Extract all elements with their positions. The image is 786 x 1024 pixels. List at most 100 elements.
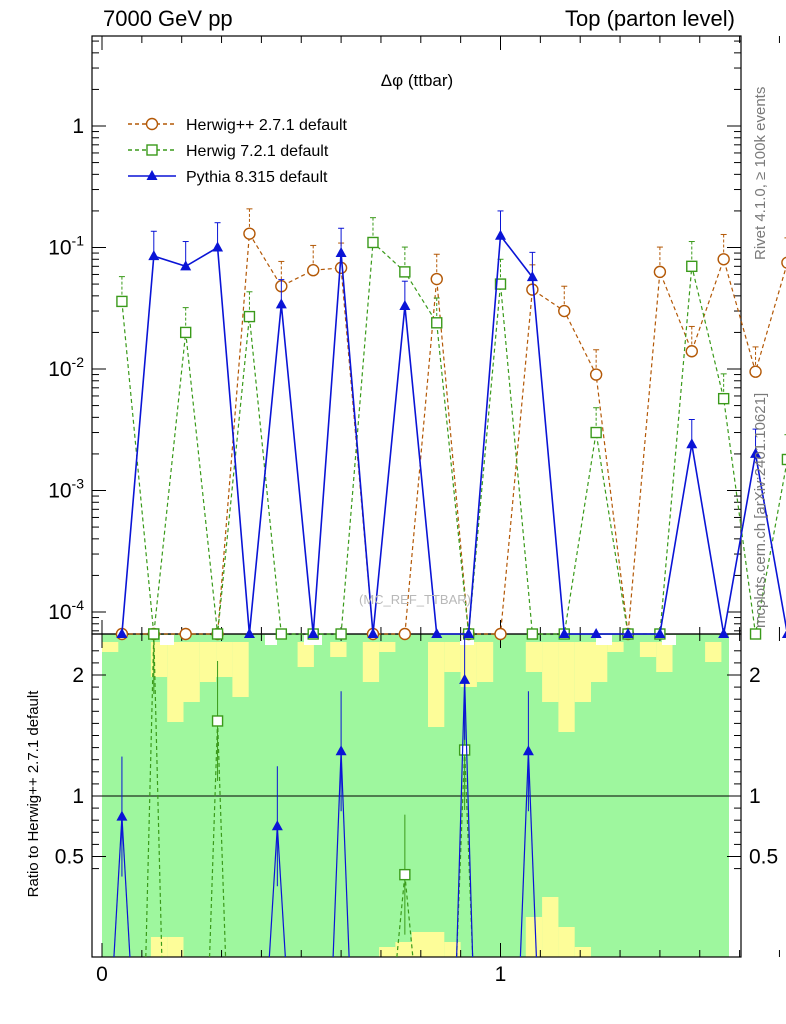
ratio-spike (276, 826, 286, 958)
ratio-point (459, 673, 471, 684)
legend-label: Herwig++ 2.7.1 default (186, 117, 348, 134)
data-point (526, 271, 538, 282)
data-point (717, 253, 730, 266)
ratio-band-gap (662, 635, 676, 645)
ratio-band-yellow (444, 642, 461, 672)
ratio-point (335, 745, 347, 756)
ratio-spike (527, 751, 537, 958)
data-point (750, 447, 762, 458)
ratio-spike (464, 679, 474, 958)
y-tick-label: 10-2 (48, 354, 84, 381)
watermark: (MC_REF_TTBAR) (359, 592, 471, 607)
data-point (116, 628, 128, 638)
ratio-band-yellow (656, 642, 673, 672)
data-point (686, 260, 698, 273)
data-point (275, 628, 288, 640)
ratio-band-yellow (574, 947, 591, 957)
data-point (211, 628, 224, 640)
ratio-spike (340, 751, 350, 958)
ratio-band-yellow (379, 947, 396, 957)
ratio-spike (456, 679, 466, 958)
ratio-band-yellow (330, 642, 347, 657)
ratio-series-layer (113, 628, 537, 958)
ratio-band-yellow (411, 932, 428, 957)
data-point (243, 227, 256, 240)
data-point (622, 628, 634, 638)
data-point (718, 628, 730, 638)
series-2 (116, 210, 786, 638)
ratio-band-yellow (542, 642, 559, 702)
ratio-band-yellow (428, 642, 445, 727)
ratio-band-yellow (362, 642, 380, 682)
ratio-point (211, 715, 224, 727)
data-point (243, 628, 255, 638)
chart-title: Δφ (ttbar) (381, 71, 453, 90)
series-1 (116, 217, 786, 640)
ratio-band-yellow (379, 642, 396, 652)
data-point (275, 298, 287, 309)
ratio-point (148, 628, 160, 640)
legend-label: Herwig 7.2.1 default (186, 143, 329, 160)
data-point (335, 628, 347, 640)
legend-label: Pythia 8.315 default (186, 169, 328, 186)
data-point (367, 628, 379, 638)
ratio-band-yellow (199, 642, 217, 682)
data-point (399, 300, 411, 311)
data-point (307, 264, 320, 277)
data-point (495, 229, 506, 240)
data-point (116, 295, 128, 308)
axes-grid: 10-410-310-210-110.50.511220123 (48, 35, 780, 986)
ratio-spike (268, 826, 278, 958)
ratio-band-yellow (591, 642, 608, 682)
header-left: 7000 GeV pp (103, 6, 233, 31)
data-point (781, 453, 786, 466)
data-point (148, 250, 160, 261)
legend-marker (145, 117, 159, 131)
y-tick-label: 10-3 (48, 476, 84, 503)
ratio-spike (216, 720, 227, 958)
data-point (335, 247, 347, 258)
header-right: Top (parton level) (565, 6, 735, 31)
ratio-spike (153, 633, 163, 958)
data-point (494, 627, 507, 641)
ratio-band-yellow (150, 937, 168, 957)
ratio-point (458, 744, 471, 756)
data-point (558, 304, 571, 318)
ratio-band-yellow (607, 642, 624, 652)
ratio-y-tick-label: 2 (72, 664, 84, 687)
y-tick-label: 10-1 (48, 233, 84, 260)
data-point (398, 627, 412, 641)
data-point (653, 265, 667, 279)
ratio-band-yellow (639, 642, 657, 657)
x-tick-label: 1 (495, 963, 507, 986)
ratio-spike (113, 816, 123, 958)
data-point (526, 628, 539, 640)
ratio-band-yellow (167, 937, 184, 957)
data-point (463, 628, 475, 638)
ratio-band-yellow (525, 642, 543, 672)
data-point (590, 628, 602, 638)
data-point (243, 310, 256, 323)
data-point (781, 256, 786, 269)
ratio-band-yellow (395, 942, 412, 957)
ratio-band-yellow (428, 932, 445, 957)
data-point (179, 627, 192, 641)
x-tick-label: 0 (96, 963, 108, 986)
ratio-band-gap (265, 635, 277, 645)
data-point (717, 392, 730, 405)
ratio-point (522, 745, 534, 756)
series-line (121, 231, 786, 635)
data-point (399, 266, 411, 278)
data-point (307, 628, 319, 638)
data-point (590, 426, 602, 439)
series-layer (115, 208, 786, 641)
y-tick-label: 10-4 (48, 597, 84, 624)
ratio-band-gap (596, 635, 612, 645)
source-note: mcplots.cern.ch [arXiv:2401.10621] (752, 393, 769, 628)
ratio-y-tick-label-right: 0.5 (749, 846, 778, 869)
data-point (589, 368, 603, 381)
data-point (212, 241, 224, 252)
ratio-point (399, 868, 411, 881)
data-point (685, 345, 698, 358)
legend-marker (146, 144, 158, 156)
